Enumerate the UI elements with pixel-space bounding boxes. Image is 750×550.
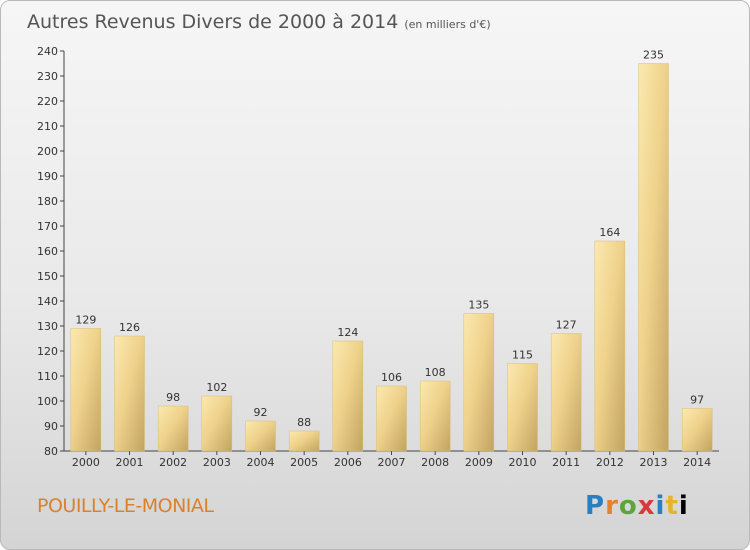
- bar: [114, 335, 145, 452]
- x-tick-label: 2010: [509, 456, 537, 469]
- y-tick-label: 100: [37, 395, 58, 408]
- logo-letter: P: [585, 491, 606, 521]
- bar-value-label: 98: [166, 391, 180, 404]
- bar: [550, 333, 582, 452]
- bar: [332, 340, 364, 452]
- y-tick-label: 80: [44, 445, 58, 458]
- y-tick-label: 180: [37, 195, 58, 208]
- x-tick-label: 2006: [334, 456, 362, 469]
- y-tick-label: 150: [37, 270, 58, 283]
- y-tick-label: 210: [37, 120, 58, 133]
- x-tick-label: 2001: [116, 456, 144, 469]
- bar: [157, 405, 189, 452]
- bar: [463, 313, 495, 452]
- y-tick-label: 230: [37, 70, 58, 83]
- x-tick-label: 2012: [596, 456, 624, 469]
- y-tick-label: 190: [37, 170, 58, 183]
- bar-value-label: 135: [468, 299, 489, 312]
- y-tick-label: 200: [37, 145, 58, 158]
- x-tick-label: 2000: [72, 456, 100, 469]
- x-tick-label: 2008: [421, 456, 449, 469]
- bar: [638, 63, 669, 452]
- logo-letter: i: [655, 491, 666, 521]
- bar: [594, 240, 626, 452]
- bar: [376, 385, 407, 452]
- bar: [70, 328, 102, 452]
- x-tick-label: 2014: [683, 456, 711, 469]
- y-tick-label: 170: [37, 220, 58, 233]
- bar: [201, 395, 233, 452]
- y-tick-label: 90: [44, 420, 58, 433]
- commune-name: POUILLY-LE-MONIAL: [37, 495, 214, 517]
- logo-letter: r: [605, 491, 619, 521]
- x-tick-label: 2002: [159, 456, 187, 469]
- bar-value-label: 126: [119, 321, 140, 334]
- y-tick-label: 240: [37, 45, 58, 58]
- logo-letter: i: [678, 491, 689, 521]
- x-tick-label: 2013: [640, 456, 668, 469]
- bar-value-label: 102: [206, 381, 227, 394]
- x-tick-label: 2007: [378, 456, 406, 469]
- bar-value-label: 92: [254, 406, 268, 419]
- proxiti-logo: Proxiti: [585, 491, 689, 521]
- chart-title: Autres Revenus Divers de 2000 à 2014 (en …: [27, 11, 491, 33]
- y-tick-label: 140: [37, 295, 58, 308]
- bar: [245, 420, 276, 452]
- bar: [419, 380, 451, 452]
- x-tick-label: 2004: [247, 456, 275, 469]
- chart-unit-note: (en milliers d'€): [404, 18, 491, 31]
- bar: [507, 363, 538, 452]
- y-tick-label: 160: [37, 245, 58, 258]
- bar-value-label: 106: [381, 371, 402, 384]
- x-tick-label: 2009: [465, 456, 493, 469]
- logo-letter: o: [618, 491, 638, 521]
- y-tick-label: 220: [37, 95, 58, 108]
- logo-letter: t: [665, 491, 679, 521]
- y-tick-label: 120: [37, 345, 58, 358]
- bar-value-label: 235: [643, 49, 664, 62]
- bar-value-label: 124: [337, 326, 358, 339]
- bar-value-label: 97: [690, 394, 704, 407]
- chart-title-main: Autres Revenus Divers de 2000 à 2014: [27, 11, 399, 33]
- bar: [288, 430, 320, 452]
- bar-value-label: 129: [75, 314, 96, 327]
- bar-value-label: 88: [297, 416, 311, 429]
- y-tick-label: 110: [37, 370, 58, 383]
- bar-value-label: 164: [599, 226, 620, 239]
- y-tick-label: 130: [37, 320, 58, 333]
- bar: [681, 408, 713, 452]
- bar-value-label: 127: [556, 319, 577, 332]
- logo-letter: x: [637, 491, 656, 521]
- x-tick-label: 2003: [203, 456, 231, 469]
- x-tick-label: 2011: [552, 456, 580, 469]
- x-tick-label: 2005: [290, 456, 318, 469]
- bar-value-label: 108: [425, 366, 446, 379]
- chart-bars: 129 126 98 102 92 88 124 106 108 135 115 127 164 235 9…: [70, 49, 713, 452]
- bar-value-label: 115: [512, 349, 533, 362]
